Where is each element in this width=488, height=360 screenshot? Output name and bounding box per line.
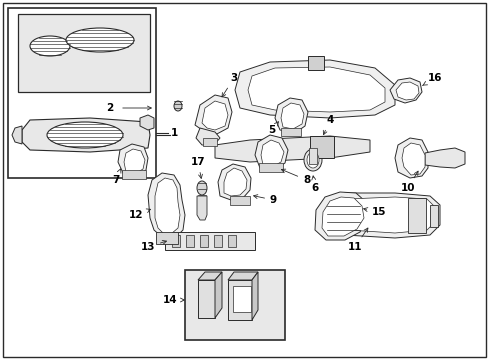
Text: 11: 11 [347, 228, 367, 252]
Polygon shape [148, 173, 184, 238]
Polygon shape [224, 168, 246, 196]
Polygon shape [254, 135, 287, 170]
Bar [122, 170, 146, 179]
Polygon shape [337, 197, 434, 233]
Polygon shape [140, 115, 154, 130]
Text: 7: 7 [112, 169, 121, 185]
Bar [229, 196, 249, 205]
Bar [200, 235, 207, 247]
Text: 14: 14 [163, 295, 177, 305]
Polygon shape [215, 136, 369, 162]
Bar [203, 138, 217, 146]
Bar [8, 8, 156, 178]
Text: 10: 10 [400, 171, 417, 193]
Bar [156, 232, 178, 244]
Ellipse shape [306, 152, 318, 168]
Text: 13: 13 [140, 240, 166, 252]
Polygon shape [247, 67, 384, 112]
Polygon shape [251, 272, 258, 320]
Bar [407, 198, 425, 233]
Text: 17: 17 [190, 157, 205, 178]
Ellipse shape [66, 28, 134, 52]
Text: 8: 8 [281, 169, 309, 185]
Polygon shape [215, 272, 222, 318]
Polygon shape [124, 149, 145, 174]
Polygon shape [314, 192, 367, 240]
Text: 1: 1 [171, 128, 178, 138]
Polygon shape [198, 280, 215, 318]
Bar [309, 136, 333, 158]
Polygon shape [118, 144, 148, 177]
Polygon shape [227, 272, 258, 280]
Bar [308, 148, 316, 164]
Text: 9: 9 [253, 195, 277, 205]
Polygon shape [389, 78, 421, 103]
Bar [307, 56, 324, 70]
Polygon shape [321, 197, 363, 236]
Text: 6: 6 [311, 176, 318, 193]
Polygon shape [202, 101, 227, 130]
Bar [184, 270, 285, 340]
Polygon shape [235, 60, 394, 118]
Bar [227, 235, 236, 247]
Bar [259, 163, 283, 172]
Polygon shape [195, 95, 231, 135]
Polygon shape [401, 143, 424, 175]
Polygon shape [424, 148, 464, 168]
Polygon shape [274, 98, 307, 133]
Bar [214, 235, 222, 247]
Text: 2: 2 [106, 103, 113, 113]
Polygon shape [155, 178, 180, 234]
Polygon shape [218, 164, 250, 200]
Bar [172, 235, 180, 247]
Ellipse shape [174, 101, 182, 111]
Ellipse shape [304, 149, 321, 171]
Polygon shape [395, 82, 418, 100]
Polygon shape [12, 126, 22, 144]
Ellipse shape [30, 36, 70, 56]
Text: 3: 3 [222, 73, 237, 97]
Text: 5: 5 [268, 122, 278, 135]
Bar [164, 232, 254, 250]
Polygon shape [281, 103, 304, 129]
Ellipse shape [197, 181, 206, 195]
Polygon shape [261, 140, 284, 167]
Ellipse shape [47, 122, 123, 148]
Polygon shape [198, 272, 222, 280]
Bar [185, 235, 194, 247]
Text: 4: 4 [323, 115, 333, 135]
Bar [281, 128, 301, 136]
Text: 12: 12 [128, 209, 150, 220]
Polygon shape [329, 193, 439, 238]
Polygon shape [394, 138, 427, 178]
Text: 15: 15 [363, 207, 386, 217]
Polygon shape [196, 128, 220, 145]
Polygon shape [197, 196, 206, 220]
Bar [18, 14, 150, 92]
Text: 16: 16 [422, 73, 442, 85]
Bar [429, 205, 437, 227]
Polygon shape [227, 280, 251, 320]
Bar [232, 286, 250, 312]
Polygon shape [22, 118, 150, 152]
